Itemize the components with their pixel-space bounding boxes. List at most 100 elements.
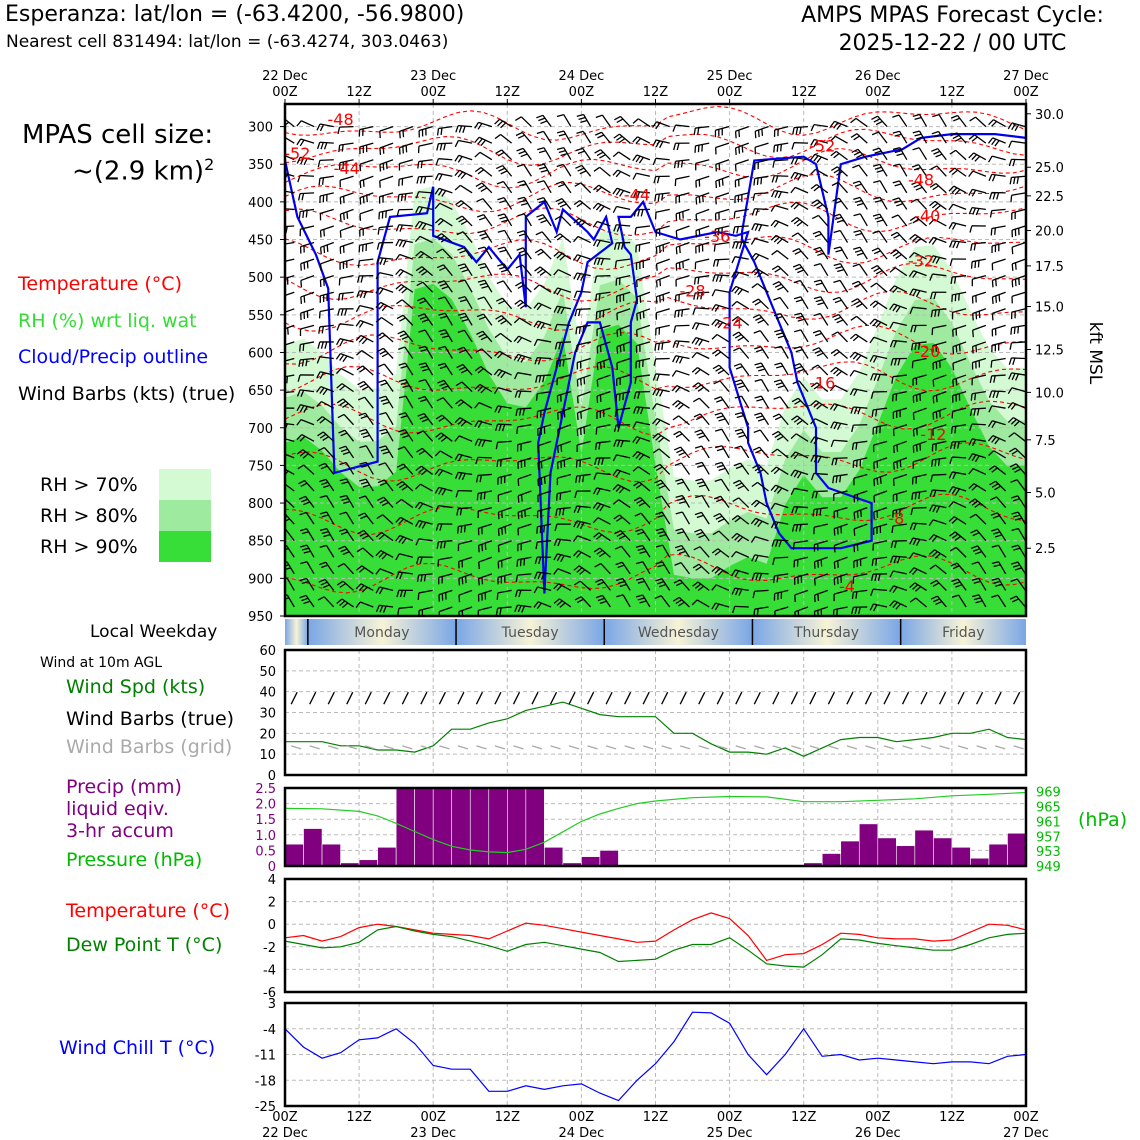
wind-barb-flag — [559, 359, 562, 368]
wind-barb-shaft — [892, 374, 907, 378]
wind-barb-flag — [721, 178, 724, 186]
wind-barb-shaft — [362, 547, 374, 558]
wind-barb-flag — [873, 180, 881, 184]
wind-barb — [791, 523, 809, 532]
wind-barb-flag — [317, 596, 325, 601]
wind-barb-flag — [278, 423, 281, 429]
wind-barb-shaft — [952, 374, 967, 381]
temperature-contour-label: -12 — [920, 425, 946, 444]
wind-barb-shaft — [382, 514, 394, 525]
wind-barb — [596, 341, 611, 354]
wind-barb-shaft — [483, 313, 493, 326]
wind-barb-flag — [323, 246, 326, 254]
wind-barb — [675, 225, 690, 238]
wind-barb-flag — [635, 594, 643, 598]
wind-barb-flag — [695, 461, 703, 465]
wind-barb-shaft — [1011, 357, 1026, 360]
wind-barb-flag — [596, 534, 603, 540]
wind-barb-shaft — [460, 200, 473, 210]
wind-barb-flag — [754, 395, 762, 399]
windchill-panel-tick-label: 3 — [268, 997, 276, 1012]
wind-barb-flag — [598, 552, 606, 558]
wind-barb — [356, 365, 374, 376]
wind-barb — [557, 424, 572, 437]
wind-barb-flag — [718, 467, 726, 471]
wind-barb-flag — [1012, 498, 1020, 502]
wind-barb — [533, 302, 552, 311]
wind-barb-flag — [340, 448, 348, 453]
wind-barb — [457, 540, 473, 552]
wind-barb-flag — [521, 605, 526, 613]
wind-barb-flag — [359, 532, 367, 537]
wind-barb — [359, 461, 374, 475]
wind-barb-flag — [914, 116, 922, 120]
wind-barb-shaft — [438, 125, 453, 130]
surface-wind-barb-grid — [309, 745, 320, 750]
wind-barb-flag — [612, 151, 619, 158]
wind-barb-flag — [654, 479, 662, 484]
wind-barb-shaft — [814, 573, 829, 580]
wind-barb-shaft — [1011, 225, 1026, 231]
wind-barb-flag — [617, 564, 625, 569]
wind-barb-flag — [300, 498, 308, 503]
wind-barb-flag — [795, 266, 803, 271]
wind-barb-flag — [381, 305, 388, 312]
wind-barb — [592, 202, 611, 213]
wind-barb-flag — [718, 418, 726, 422]
wind-barb-shaft — [537, 540, 552, 543]
wind-barb-flag — [697, 386, 705, 392]
local-weekday-label: Local Weekday — [90, 622, 218, 642]
surface-wind-barb-grid — [346, 745, 357, 750]
wind-barb-shaft — [759, 429, 770, 442]
wind-barb — [414, 235, 433, 244]
wind-barb-flag — [750, 253, 757, 260]
wind-barb-flag — [873, 118, 881, 123]
hour-label-bottom: 12Z — [939, 1110, 965, 1125]
wind-barb — [377, 479, 394, 492]
wind-barb-flag — [931, 202, 939, 209]
wind-barb — [336, 338, 354, 346]
wind-barb-shaft — [913, 440, 927, 447]
wind-barb-flag — [909, 307, 914, 315]
wind-barb-flag — [853, 246, 861, 250]
wind-barb-flag — [400, 381, 408, 386]
wind-barb-flag — [437, 189, 443, 196]
wind-barb-shaft — [285, 545, 295, 558]
pressure-tick-label: 550 — [248, 309, 273, 324]
wind-barb-shaft — [815, 168, 829, 177]
wind-barb — [1009, 175, 1026, 185]
wind-barb-shaft — [1011, 175, 1026, 179]
wind-barb-shaft — [618, 151, 631, 161]
wind-barb-shaft — [675, 124, 690, 128]
wind-barb — [991, 544, 1007, 558]
wind-barb-flag — [869, 603, 874, 611]
wind-barb — [872, 540, 888, 551]
wind-barb-flag — [995, 279, 997, 287]
wind-barb-flag — [359, 383, 367, 388]
wind-barb-shaft — [836, 349, 848, 359]
wind-barb — [474, 402, 493, 409]
wind-barb-shaft — [794, 487, 809, 492]
wind-barb-shaft — [596, 472, 611, 476]
wind-barb-flag — [576, 113, 584, 118]
wind-barb — [731, 241, 749, 250]
wind-barb — [615, 390, 631, 402]
wind-barb — [497, 263, 513, 277]
wind-barb — [829, 384, 848, 393]
wind-barb — [474, 438, 492, 447]
wind-barb-shaft — [873, 506, 888, 513]
wind-barb-flag — [972, 313, 974, 321]
wind-barb-flag — [476, 213, 484, 218]
wind-barb-shaft — [853, 440, 868, 444]
wind-barb-flag — [751, 481, 758, 488]
wind-barb — [909, 306, 927, 315]
wind-barb-shaft — [325, 545, 335, 558]
wind-barb — [593, 547, 611, 558]
wind-barb-flag — [755, 208, 759, 216]
wind-barb-flag — [601, 457, 605, 465]
wind-barb-shaft — [714, 258, 730, 261]
wind-barb-shaft — [303, 464, 315, 475]
wind-barb-shaft — [600, 563, 611, 575]
wind-barb-flag — [579, 522, 585, 529]
wind-barb-flag — [494, 133, 502, 140]
